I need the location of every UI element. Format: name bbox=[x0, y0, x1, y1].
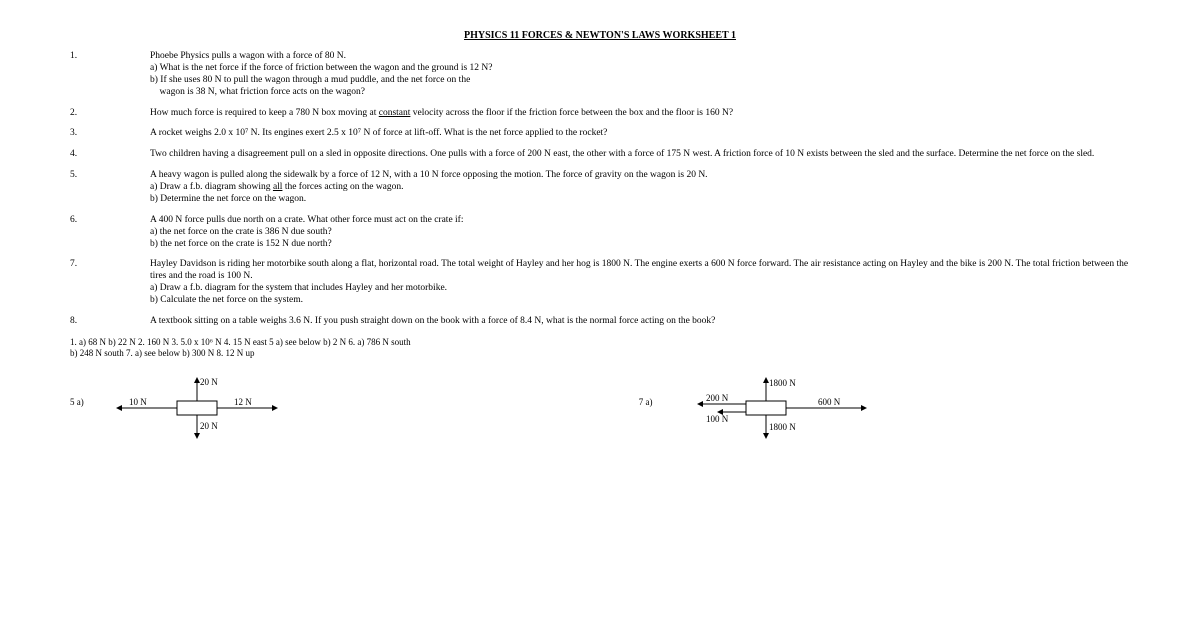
q1-content: Phoebe Physics pulls a wagon with a forc… bbox=[150, 51, 1130, 99]
answers-block: 1. a) 68 N b) 22 N 2. 160 N 3. 5.0 x 10⁶… bbox=[70, 337, 1130, 360]
answers-line1: 1. a) 68 N b) 22 N 2. 160 N 3. 5.0 x 10⁶… bbox=[70, 337, 1130, 349]
q1-line3: b) If she uses 80 N to pull the wagon th… bbox=[150, 75, 1130, 87]
page-title: PHYSICS 11 FORCES & NEWTON'S LAWS WORKSH… bbox=[70, 30, 1130, 41]
question-6: 6. A 400 N force pulls due north on a cr… bbox=[70, 215, 1130, 251]
q1-line1: Phoebe Physics pulls a wagon with a forc… bbox=[150, 51, 1130, 63]
q1-line4: wagon is 38 N, what friction force acts … bbox=[150, 87, 1130, 99]
d5-right: 12 N bbox=[234, 397, 252, 407]
q3-number: 3. bbox=[70, 128, 150, 140]
question-2: 2. How much force is required to keep a … bbox=[70, 108, 1130, 120]
q7-line2: a) Draw a f.b. diagram for the system th… bbox=[150, 283, 1130, 295]
q2-pre: How much force is required to keep a 780… bbox=[150, 108, 379, 118]
q3-content: A rocket weighs 2.0 x 10⁷ N. Its engines… bbox=[150, 128, 1130, 140]
q5-number: 5. bbox=[70, 170, 150, 206]
q8-content: A textbook sitting on a table weighs 3.6… bbox=[150, 316, 1130, 328]
diagram-5a: 5 a) 20 N 20 N 10 N 12 N bbox=[70, 372, 289, 444]
diagram-5a-label: 5 a) bbox=[70, 397, 84, 407]
q7-line3: b) Calculate the net force on the system… bbox=[150, 295, 1130, 307]
question-7: 7. Hayley Davidson is riding her motorbi… bbox=[70, 259, 1130, 307]
d5-bottom: 20 N bbox=[200, 421, 218, 431]
question-1: 1. Phoebe Physics pulls a wagon with a f… bbox=[70, 51, 1130, 99]
d7-left1: 200 N bbox=[706, 393, 729, 403]
d7-top: 1800 N bbox=[769, 378, 796, 388]
q2-content: How much force is required to keep a 780… bbox=[150, 108, 1130, 120]
q6-number: 6. bbox=[70, 215, 150, 251]
q6-content: A 400 N force pulls due north on a crate… bbox=[150, 215, 1130, 251]
q5-line2: a) Draw a f.b. diagram showing all the f… bbox=[150, 182, 1130, 194]
question-8: 8. A textbook sitting on a table weighs … bbox=[70, 316, 1130, 328]
d7-left2: 100 N bbox=[706, 414, 729, 424]
diagram-7a: 7 a) 1800 N 1800 N 200 N 100 N 600 N bbox=[639, 372, 878, 444]
q2-number: 2. bbox=[70, 108, 150, 120]
q4-content: Two children having a disagreement pull … bbox=[150, 149, 1130, 161]
q7-number: 7. bbox=[70, 259, 150, 307]
diagram-7a-svg: 1800 N 1800 N 200 N 100 N 600 N bbox=[668, 372, 878, 444]
d7-right: 600 N bbox=[818, 397, 841, 407]
q2-underline: constant bbox=[379, 108, 411, 118]
question-5: 5. A heavy wagon is pulled along the sid… bbox=[70, 170, 1130, 206]
q5-line2-pre: a) Draw a f.b. diagram showing bbox=[150, 182, 273, 192]
answers-line2: b) 248 N south 7. a) see below b) 300 N … bbox=[70, 348, 1130, 360]
q1-number: 1. bbox=[70, 51, 150, 99]
q8-number: 8. bbox=[70, 316, 150, 328]
d5-left: 10 N bbox=[129, 397, 147, 407]
q5-line2-post: the forces acting on the wagon. bbox=[282, 182, 403, 192]
q7-content: Hayley Davidson is riding her motorbike … bbox=[150, 259, 1130, 307]
diagram-7a-label: 7 a) bbox=[639, 397, 653, 407]
q6-line3: b) the net force on the crate is 152 N d… bbox=[150, 239, 1130, 251]
question-3: 3. A rocket weighs 2.0 x 10⁷ N. Its engi… bbox=[70, 128, 1130, 140]
d7-bottom: 1800 N bbox=[769, 422, 796, 432]
q2-post: velocity across the floor if the frictio… bbox=[410, 108, 733, 118]
diagram-5a-svg: 20 N 20 N 10 N 12 N bbox=[99, 372, 289, 444]
q5-line3: b) Determine the net force on the wagon. bbox=[150, 194, 1130, 206]
q4-number: 4. bbox=[70, 149, 150, 161]
d5-top: 20 N bbox=[200, 377, 218, 387]
q5-line1: A heavy wagon is pulled along the sidewa… bbox=[150, 170, 1130, 182]
question-4: 4. Two children having a disagreement pu… bbox=[70, 149, 1130, 161]
diagrams-row: 5 a) 20 N 20 N 10 N 12 N 7 a) bbox=[70, 372, 1130, 444]
q6-line1: A 400 N force pulls due north on a crate… bbox=[150, 215, 1130, 227]
q5-line2-underline: all bbox=[273, 182, 283, 192]
q7-line1: Hayley Davidson is riding her motorbike … bbox=[150, 259, 1130, 283]
q5-content: A heavy wagon is pulled along the sidewa… bbox=[150, 170, 1130, 206]
q1-line2: a) What is the net force if the force of… bbox=[150, 63, 1130, 75]
q6-line2: a) the net force on the crate is 386 N d… bbox=[150, 227, 1130, 239]
